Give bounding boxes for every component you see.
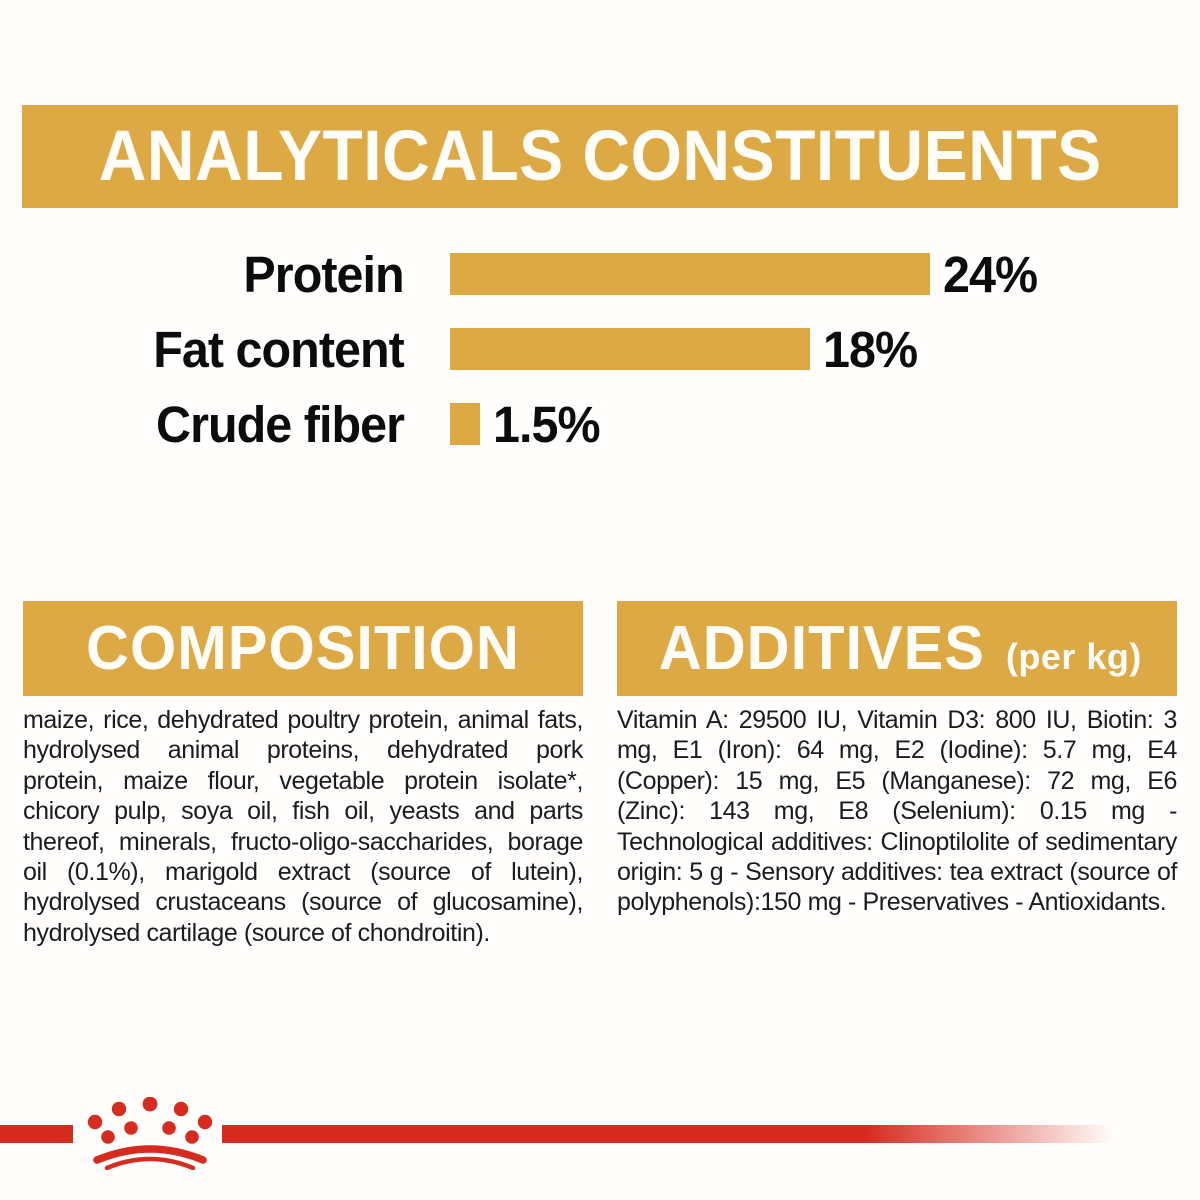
chart-row-fat-content: Fat content 18%: [0, 321, 1200, 378]
footer-ribbon-left: [0, 1125, 73, 1143]
composition-title: COMPOSITION: [86, 614, 520, 683]
composition-section: COMPOSITION maize, rice, dehydrated poul…: [23, 601, 583, 948]
additives-header-bar: ADDITIVES (per kg): [617, 601, 1177, 696]
additives-title-suffix: (per kg): [1005, 636, 1142, 677]
analyticals-chart: Protein 24% Fat content 18% Crude fiber …: [0, 246, 1200, 478]
composition-header-bar: COMPOSITION: [23, 601, 583, 696]
royal-canin-crown-icon: [87, 1097, 213, 1170]
footer-ribbon-right: [222, 1125, 1115, 1143]
chart-label-protein: Protein: [243, 245, 405, 303]
chart-label-crude-fiber: Crude fiber: [156, 395, 405, 453]
chart-label-fat-content: Fat content: [153, 320, 405, 378]
chart-value-protein: 24%: [943, 245, 1038, 303]
analyticals-title: ANALYTICALS CONSTITUENTS: [98, 117, 1102, 196]
chart-bar-protein: [450, 253, 930, 295]
additives-title: ADDITIVES: [658, 614, 986, 683]
composition-body: maize, rice, dehydrated poultry protein,…: [23, 706, 583, 947]
additives-body: Vitamin A: 29500 IU, Vitamin D3: 800 IU,…: [617, 706, 1177, 917]
chart-value-crude-fiber: 1.5%: [493, 395, 601, 453]
chart-bar-fat-content: [450, 328, 810, 370]
additives-section: ADDITIVES (per kg) Vitamin A: 29500 IU, …: [617, 601, 1177, 918]
chart-row-crude-fiber: Crude fiber 1.5%: [0, 396, 1200, 453]
chart-value-fat-content: 18%: [823, 320, 918, 378]
chart-row-protein: Protein 24%: [0, 246, 1200, 303]
analyticals-header-bar: ANALYTICALS CONSTITUENTS: [22, 105, 1178, 208]
chart-bar-crude-fiber: [450, 403, 480, 445]
